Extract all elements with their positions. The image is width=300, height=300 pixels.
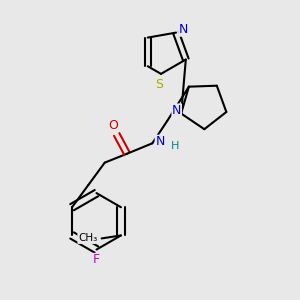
Text: N: N <box>179 23 188 36</box>
Text: N: N <box>172 104 182 117</box>
Text: CH₃: CH₃ <box>78 233 97 243</box>
Text: H: H <box>171 141 179 151</box>
Text: S: S <box>155 78 164 91</box>
Text: N: N <box>155 135 165 148</box>
Text: O: O <box>109 119 118 132</box>
Text: F: F <box>93 254 100 266</box>
